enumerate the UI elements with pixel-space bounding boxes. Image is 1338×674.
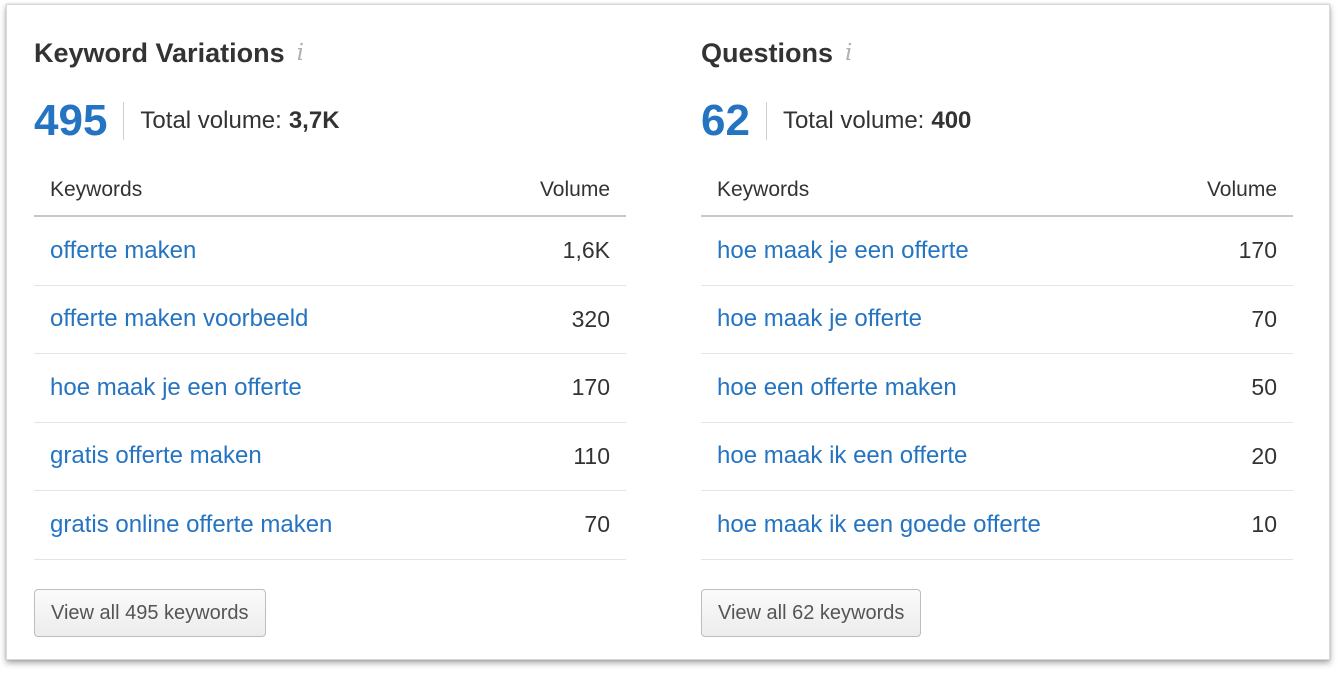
table-row: gratis online offerte maken 70 <box>34 491 626 560</box>
panel-title: Questions <box>701 37 834 68</box>
keywords-table: Keywords Volume offerte maken 1,6K offer… <box>34 165 626 560</box>
keyword-widget-card: Keyword Variations i 495 Total volume: 3… <box>6 4 1330 660</box>
info-icon[interactable]: i <box>296 40 304 66</box>
total-volume-value: 400 <box>931 107 972 134</box>
total-volume-label: Total volume: <box>782 107 925 134</box>
keyword-volume: 1,6K <box>562 237 610 264</box>
keyword-link[interactable]: hoe een offerte maken <box>717 373 957 401</box>
stats-row: 62 Total volume: 400 <box>701 93 971 149</box>
view-all-keywords-button[interactable]: View all 495 keywords <box>34 589 266 637</box>
table-row: hoe maak ik een goede offerte 10 <box>701 491 1293 560</box>
keyword-volume: 170 <box>571 374 610 401</box>
keyword-link[interactable]: offerte maken <box>50 236 197 264</box>
keyword-volume: 20 <box>1251 442 1277 469</box>
stat-divider <box>765 102 767 140</box>
total-volume-label: Total volume: <box>140 107 282 134</box>
keyword-link[interactable]: offerte maken voorbeeld <box>50 305 309 333</box>
keyword-link[interactable]: hoe maak je offerte <box>717 305 923 333</box>
table-row: hoe een offerte maken 50 <box>701 354 1293 423</box>
table-row: offerte maken 1,6K <box>34 217 626 286</box>
keyword-link[interactable]: gratis online offerte maken <box>50 510 333 538</box>
table-row: hoe maak ik een offerte 20 <box>701 423 1293 491</box>
info-icon[interactable]: i <box>845 40 853 66</box>
stats-row: 495 Total volume: 3,7K <box>34 93 340 149</box>
keyword-link[interactable]: hoe maak je een offerte <box>717 236 969 264</box>
questions-table: Keywords Volume hoe maak je een offerte … <box>701 165 1293 560</box>
column-header-volume: Volume <box>1206 178 1277 201</box>
column-header-keywords: Keywords <box>717 178 810 201</box>
table-header: Keywords Volume <box>701 165 1293 217</box>
keyword-volume: 110 <box>573 442 610 469</box>
column-header-keywords: Keywords <box>50 178 143 201</box>
view-all-questions-button[interactable]: View all 62 keywords <box>701 589 922 637</box>
table-header: Keywords Volume <box>34 165 626 217</box>
table-row: hoe maak je een offerte 170 <box>34 354 626 423</box>
panel-header: Keyword Variations i <box>34 35 304 71</box>
panel-header: Questions i <box>701 35 852 71</box>
table-row: hoe maak je een offerte 170 <box>701 217 1293 286</box>
keyword-volume: 10 <box>1251 511 1277 538</box>
keyword-count: 495 <box>34 96 108 145</box>
panel-title: Keyword Variations <box>34 37 285 68</box>
keyword-link[interactable]: hoe maak ik een goede offerte <box>717 510 1041 538</box>
total-volume-value: 3,7K <box>288 107 340 134</box>
table-row: offerte maken voorbeeld 320 <box>34 286 626 354</box>
keyword-link[interactable]: hoe maak ik een offerte <box>717 442 968 470</box>
keyword-volume: 70 <box>1251 305 1277 332</box>
stat-divider <box>123 102 125 140</box>
keyword-volume: 170 <box>1238 237 1277 264</box>
keyword-volume: 320 <box>571 305 610 332</box>
keyword-volume: 50 <box>1251 374 1277 401</box>
keyword-link[interactable]: gratis offerte maken <box>50 442 262 470</box>
keyword-link[interactable]: hoe maak je een offerte <box>50 373 302 401</box>
column-header-volume: Volume <box>539 178 610 201</box>
keyword-volume: 70 <box>584 511 610 538</box>
table-row: hoe maak je offerte 70 <box>701 286 1293 354</box>
table-row: gratis offerte maken 110 <box>34 423 626 491</box>
question-count: 62 <box>701 96 750 145</box>
